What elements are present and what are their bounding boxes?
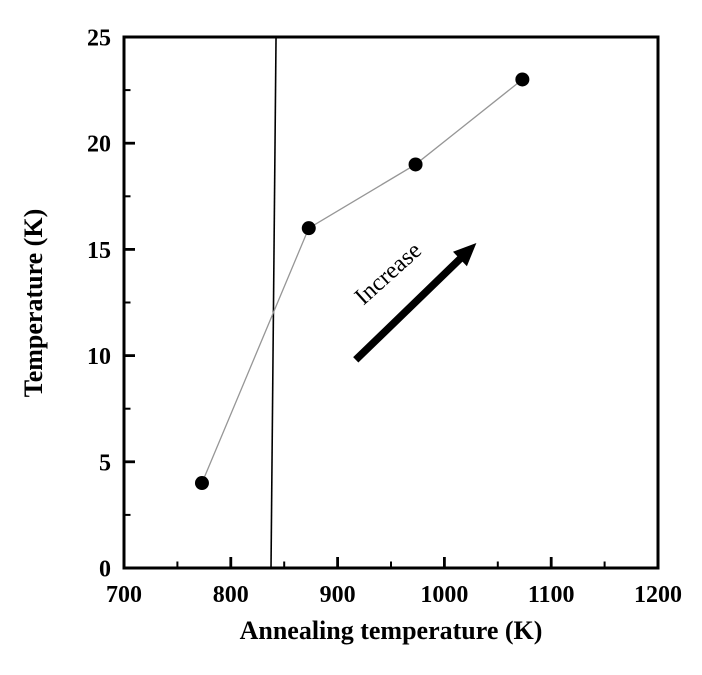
y-axis-title: Temperature (K) xyxy=(19,209,48,397)
y-tick-label: 10 xyxy=(87,344,111,370)
x-tick-label: 1200 xyxy=(634,582,682,608)
increase-arrow-head xyxy=(453,243,477,267)
y-tick-label: 25 xyxy=(87,26,111,52)
plot-area: 700 800 900 1000 1100 1200 0 5 10 15 20 25 xyxy=(87,26,682,609)
vertical-reference-line xyxy=(270,38,277,567)
data-point xyxy=(194,476,209,491)
series-line xyxy=(201,78,523,484)
data-point xyxy=(408,157,423,172)
y-tick-label: 0 xyxy=(99,557,111,583)
x-tick-label: 900 xyxy=(320,582,356,608)
x-tick-label: 1000 xyxy=(420,582,468,608)
increase-arrow-shaft xyxy=(353,253,466,363)
x-tick-label: 700 xyxy=(106,582,142,608)
plot-frame xyxy=(122,35,660,570)
y-tick-label: 20 xyxy=(87,132,111,158)
data-point xyxy=(301,221,316,236)
y-tick-label: 15 xyxy=(87,238,111,264)
x-tick-label: 800 xyxy=(213,582,249,608)
y-tick-label: 5 xyxy=(99,450,111,476)
x-tick-label: 1100 xyxy=(528,582,575,608)
x-axis-title: Annealing temperature (K) xyxy=(240,616,543,645)
data-point xyxy=(515,72,530,87)
